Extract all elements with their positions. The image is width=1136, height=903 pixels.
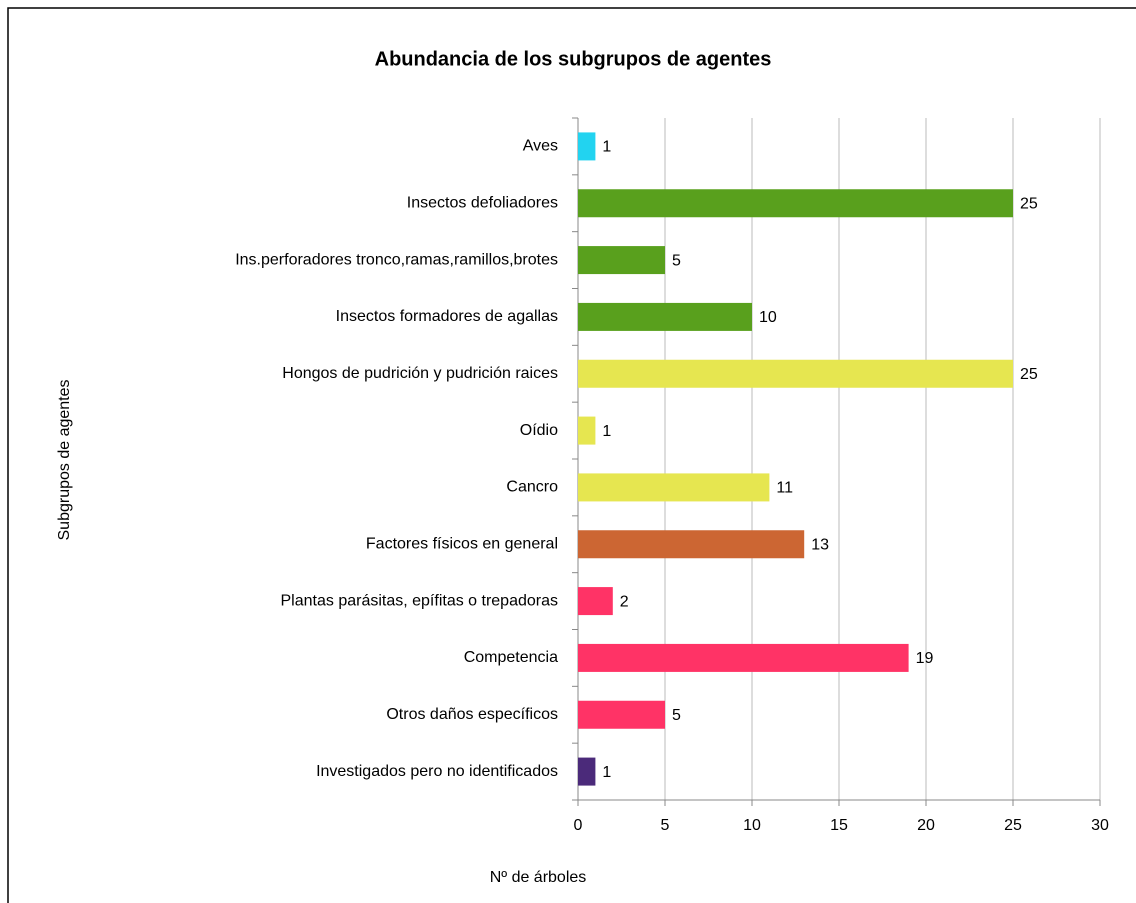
y-tick-label: Oídio: [520, 422, 558, 439]
value-label: 25: [1020, 195, 1038, 212]
y-tick-label: Aves: [523, 138, 558, 155]
bar: [578, 643, 909, 672]
value-label: 2: [620, 593, 629, 610]
value-label: 1: [602, 423, 611, 440]
value-label: 10: [759, 309, 777, 326]
x-tick-label: 0: [574, 817, 583, 834]
y-tick-label: Otros daños específicos: [386, 706, 558, 723]
chart-title: Abundancia de los subgrupos de agentes: [375, 48, 772, 70]
y-tick-label: Competencia: [464, 649, 558, 666]
bar: [578, 700, 665, 729]
y-tick-label: Plantas parásitas, epífitas o trepadoras: [281, 592, 559, 609]
bar: [578, 757, 596, 786]
bar: [578, 132, 596, 161]
x-tick-label: 20: [917, 817, 935, 834]
y-tick-label: Ins.perforadores tronco,ramas,ramillos,b…: [235, 251, 558, 268]
y-tick-label: Insectos formadores de agallas: [336, 308, 558, 325]
chart-border: [7, 7, 1136, 903]
x-tick-label: 15: [830, 817, 848, 834]
bar: [578, 530, 805, 559]
y-tick-label: Factores físicos en general: [366, 535, 558, 552]
value-label: 1: [602, 139, 611, 156]
value-label: 13: [811, 536, 829, 553]
x-tick-label: 25: [1004, 817, 1022, 834]
x-axis-label: Nº de árboles: [490, 869, 587, 886]
y-tick-label: Cancro: [506, 479, 558, 496]
bar: [578, 246, 665, 275]
value-label: 19: [916, 650, 934, 667]
value-label: 1: [602, 764, 611, 781]
y-tick-label: Hongos de pudrición y pudrición raices: [282, 365, 558, 382]
y-tick-label: Insectos defoliadores: [407, 194, 558, 211]
y-tick-label: Investigados pero no identificados: [316, 763, 558, 780]
bar: [578, 587, 613, 616]
bar: [578, 416, 596, 445]
y-axis-label: Subgrupos de agentes: [56, 379, 73, 540]
x-tick-label: 10: [743, 817, 761, 834]
value-label: 25: [1020, 366, 1038, 383]
bar: [578, 302, 752, 331]
bar: [578, 473, 770, 502]
bar: [578, 359, 1013, 388]
x-tick-label: 5: [661, 817, 670, 834]
value-label: 5: [672, 252, 681, 269]
bar: [578, 189, 1013, 218]
value-label: 11: [776, 480, 793, 497]
x-tick-label: 30: [1091, 817, 1109, 834]
value-label: 5: [672, 707, 681, 724]
